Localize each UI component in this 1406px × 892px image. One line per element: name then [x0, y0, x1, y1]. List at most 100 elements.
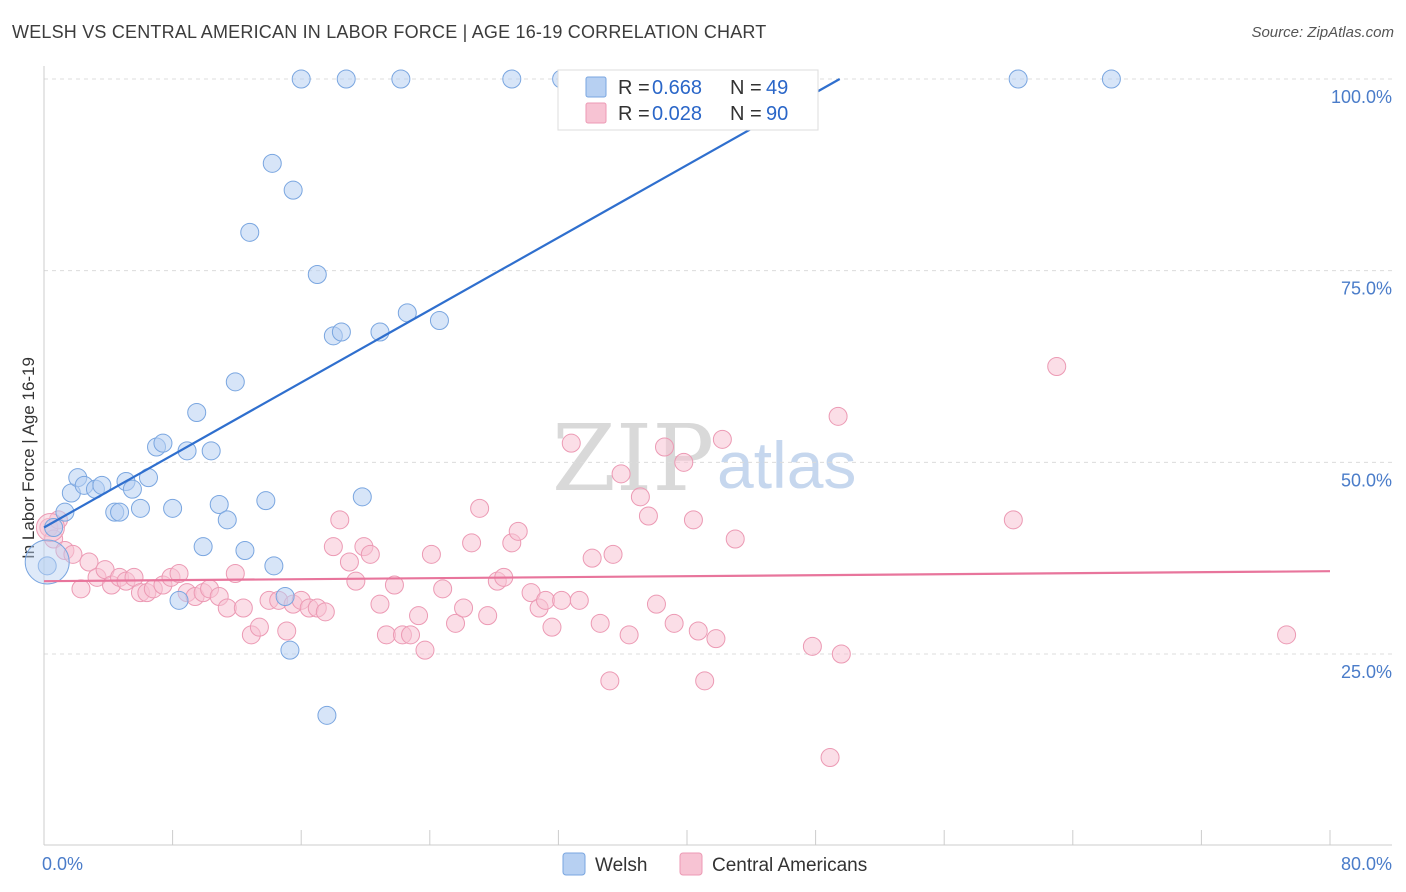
welsh-point — [130, 498, 150, 518]
central-americans-point — [346, 571, 366, 591]
welsh-points — [24, 69, 1121, 725]
central-americans-point — [401, 625, 421, 645]
y-tick-label: 50.0% — [1341, 470, 1392, 490]
central-americans-point — [79, 552, 99, 572]
welsh-point — [187, 403, 207, 422]
welsh-point — [235, 541, 255, 560]
central-americans-point — [638, 506, 658, 526]
central-americans-point — [478, 606, 498, 626]
trend-lines — [43, 78, 1331, 583]
welsh-point — [1101, 69, 1121, 89]
central-americans-point — [706, 629, 726, 649]
central-americans-point — [569, 590, 589, 610]
legend-welsh-n-label: N = — [730, 77, 762, 99]
welsh-point — [262, 153, 282, 173]
welsh-point — [193, 537, 213, 557]
welsh-point — [352, 487, 372, 507]
central-americans-point — [1047, 357, 1067, 376]
welsh-point — [429, 311, 449, 330]
central-americans-point — [1277, 625, 1297, 645]
legend-central-n-value: 90 — [766, 103, 788, 125]
central-americans-point — [315, 602, 335, 622]
central-americans-point — [831, 644, 851, 664]
welsh-point — [1008, 69, 1028, 89]
central-americans-point — [561, 433, 581, 453]
central-americans-point — [582, 548, 602, 568]
central-americans-point — [508, 521, 528, 541]
welsh-point — [225, 372, 245, 392]
welsh-trend-line — [43, 78, 841, 529]
central-americans-point — [470, 498, 490, 518]
legend-welsh-r-label: R = — [618, 77, 650, 99]
central-americans-point — [384, 575, 404, 595]
welsh-point — [317, 705, 337, 725]
central-americans-point — [446, 613, 466, 633]
legend-central-n-label: N = — [730, 103, 762, 125]
welsh-point — [264, 556, 284, 576]
central-americans-point — [454, 598, 474, 618]
welsh-point — [331, 322, 351, 342]
central-americans-point — [415, 640, 435, 660]
central-americans-point — [433, 579, 453, 599]
correlation-legend: R = 0.668 N = 49 R = 0.028 N = 90 — [557, 69, 819, 131]
central-americans-point — [225, 564, 245, 583]
welsh-point — [209, 495, 229, 514]
central-americans-point — [233, 598, 253, 618]
central-americans-point — [323, 537, 343, 557]
central-americans-point — [217, 598, 237, 618]
legend-central-r-label: R = — [618, 103, 650, 125]
central-americans-point — [542, 617, 562, 637]
welsh-point — [336, 69, 356, 89]
central-americans-point — [462, 533, 482, 553]
watermark-atlas: atlas — [717, 428, 856, 502]
central-americans-point — [552, 590, 572, 610]
central-americans-point — [802, 636, 822, 656]
welsh-point — [502, 69, 522, 89]
central-americans-point — [654, 437, 674, 457]
axes — [43, 66, 1392, 846]
y-axis-label: In Labor Force | Age 16-19 — [19, 357, 38, 559]
legend-welsh-swatch — [585, 76, 607, 98]
legend-central-r-value: 0.028 — [652, 103, 702, 125]
welsh-point — [240, 222, 260, 242]
central-americans-point — [71, 579, 91, 599]
central-americans-point — [695, 671, 715, 691]
welsh-point — [122, 479, 142, 499]
central-americans-point — [370, 594, 390, 614]
central-americans-point — [820, 748, 840, 767]
series-legend: Welsh Central Americans — [562, 852, 867, 876]
central-americans-point — [421, 544, 441, 564]
central-americans-point — [277, 621, 297, 641]
central-americans-point — [63, 544, 83, 564]
welsh-point — [275, 587, 295, 606]
central-americans-point — [590, 613, 610, 633]
central-americans-point — [1003, 510, 1023, 530]
gridlines — [44, 78, 1392, 655]
central-americans-point — [376, 625, 396, 645]
welsh-point — [110, 502, 130, 522]
welsh-point-cluster — [24, 539, 70, 585]
series-legend-central-label: Central Americans — [712, 855, 867, 876]
x-tick-label-max: 80.0% — [1341, 854, 1392, 874]
central-americans-point — [409, 606, 429, 626]
welsh-point — [256, 491, 276, 511]
chart-title: WELSH VS CENTRAL AMERICAN IN LABOR FORCE… — [12, 22, 767, 42]
series-legend-central-swatch — [679, 852, 703, 876]
welsh-point — [280, 640, 300, 660]
welsh-point — [391, 69, 411, 89]
central-americans-point — [169, 564, 189, 583]
welsh-point — [307, 265, 327, 284]
welsh-point — [163, 498, 183, 518]
x-tick-labels: 0.0% 80.0% — [42, 854, 1392, 874]
central-americans-point — [619, 625, 639, 645]
y-tick-label: 25.0% — [1341, 662, 1392, 682]
central-americans-point — [712, 429, 732, 449]
central-americans-point — [536, 590, 556, 610]
legend-central-swatch — [585, 102, 607, 124]
central-americans-point — [611, 464, 631, 484]
welsh-point — [217, 510, 237, 530]
central-americans-point — [664, 613, 684, 633]
welsh-point — [153, 433, 173, 453]
central-americans-point — [630, 487, 650, 507]
